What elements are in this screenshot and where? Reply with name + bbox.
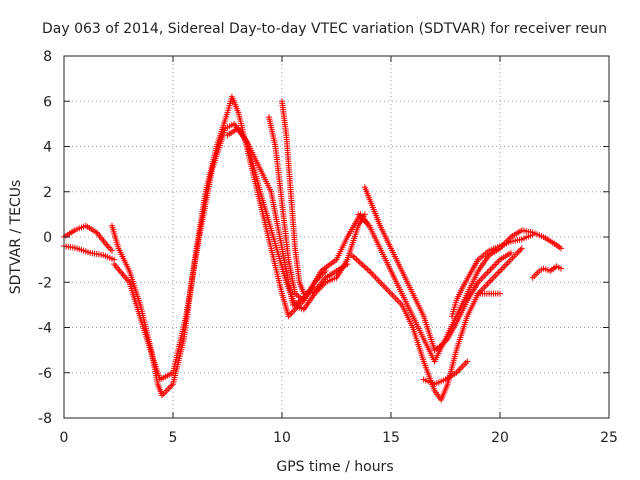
data-point-interp bbox=[358, 260, 365, 267]
series-track-7 bbox=[279, 98, 351, 297]
x-axis-label: GPS time / hours bbox=[276, 459, 393, 475]
data-point-interp bbox=[363, 265, 370, 272]
data-point-interp bbox=[356, 259, 363, 266]
data-point bbox=[558, 265, 565, 272]
data-point bbox=[344, 261, 351, 268]
data-point bbox=[497, 290, 503, 297]
y-tick-label: 6 bbox=[43, 94, 52, 110]
data-point-interp bbox=[353, 256, 360, 263]
x-tick-label: 25 bbox=[600, 430, 618, 446]
series-track-4 bbox=[111, 120, 373, 383]
data-point-interp bbox=[517, 246, 524, 253]
series-track-12 bbox=[449, 231, 536, 320]
series-track-6 bbox=[265, 114, 316, 304]
data-point bbox=[108, 247, 115, 254]
data-point bbox=[464, 358, 471, 365]
x-tick-label: 0 bbox=[60, 430, 69, 446]
data-point-interp bbox=[359, 262, 366, 269]
x-tick-label: 20 bbox=[491, 430, 509, 446]
series-track-14 bbox=[475, 245, 525, 297]
series-group bbox=[61, 93, 565, 403]
data-point bbox=[507, 249, 514, 256]
ticks bbox=[63, 55, 610, 419]
y-tick-label: -2 bbox=[38, 275, 52, 291]
x-tick-label: 15 bbox=[382, 430, 400, 446]
y-tick-label: 2 bbox=[43, 185, 52, 201]
y-axis-label: SDTVAR / TECUs bbox=[8, 180, 24, 295]
data-point bbox=[361, 211, 368, 218]
y-tick-label: 8 bbox=[43, 49, 52, 65]
y-tick-label: -8 bbox=[38, 411, 52, 427]
series-track-1 bbox=[61, 222, 115, 254]
x-tick-label: 10 bbox=[273, 430, 291, 446]
data-point-interp bbox=[361, 263, 368, 270]
data-point bbox=[529, 231, 536, 238]
data-point-interp bbox=[515, 248, 522, 255]
data-point-interp bbox=[351, 254, 358, 261]
y-tick-label: -4 bbox=[38, 321, 52, 337]
chart-title: Day 063 of 2014, Sidereal Day-to-day VTE… bbox=[42, 21, 607, 37]
y-tick-label: 4 bbox=[43, 140, 52, 156]
series-track-2 bbox=[61, 243, 118, 263]
data-point-interp bbox=[355, 257, 362, 264]
data-point-interp bbox=[107, 246, 114, 253]
y-tick-label: -6 bbox=[38, 366, 52, 382]
grid bbox=[64, 56, 609, 418]
x-tick-label: 5 bbox=[169, 430, 178, 446]
series-track-9 bbox=[361, 184, 514, 354]
data-point-interp bbox=[350, 253, 357, 260]
data-point bbox=[558, 245, 565, 252]
y-tick-label: 0 bbox=[43, 230, 52, 246]
data-point-interp bbox=[106, 244, 113, 251]
series-track-11 bbox=[420, 358, 471, 388]
data-point-interp bbox=[288, 310, 295, 317]
series-track-13 bbox=[529, 263, 565, 281]
tick-labels: 0 5 10 15 20 25 -8 -6 -4 -2 0 2 4 6 8 bbox=[38, 49, 618, 446]
data-point-interp bbox=[364, 266, 371, 273]
data-point bbox=[518, 245, 525, 252]
